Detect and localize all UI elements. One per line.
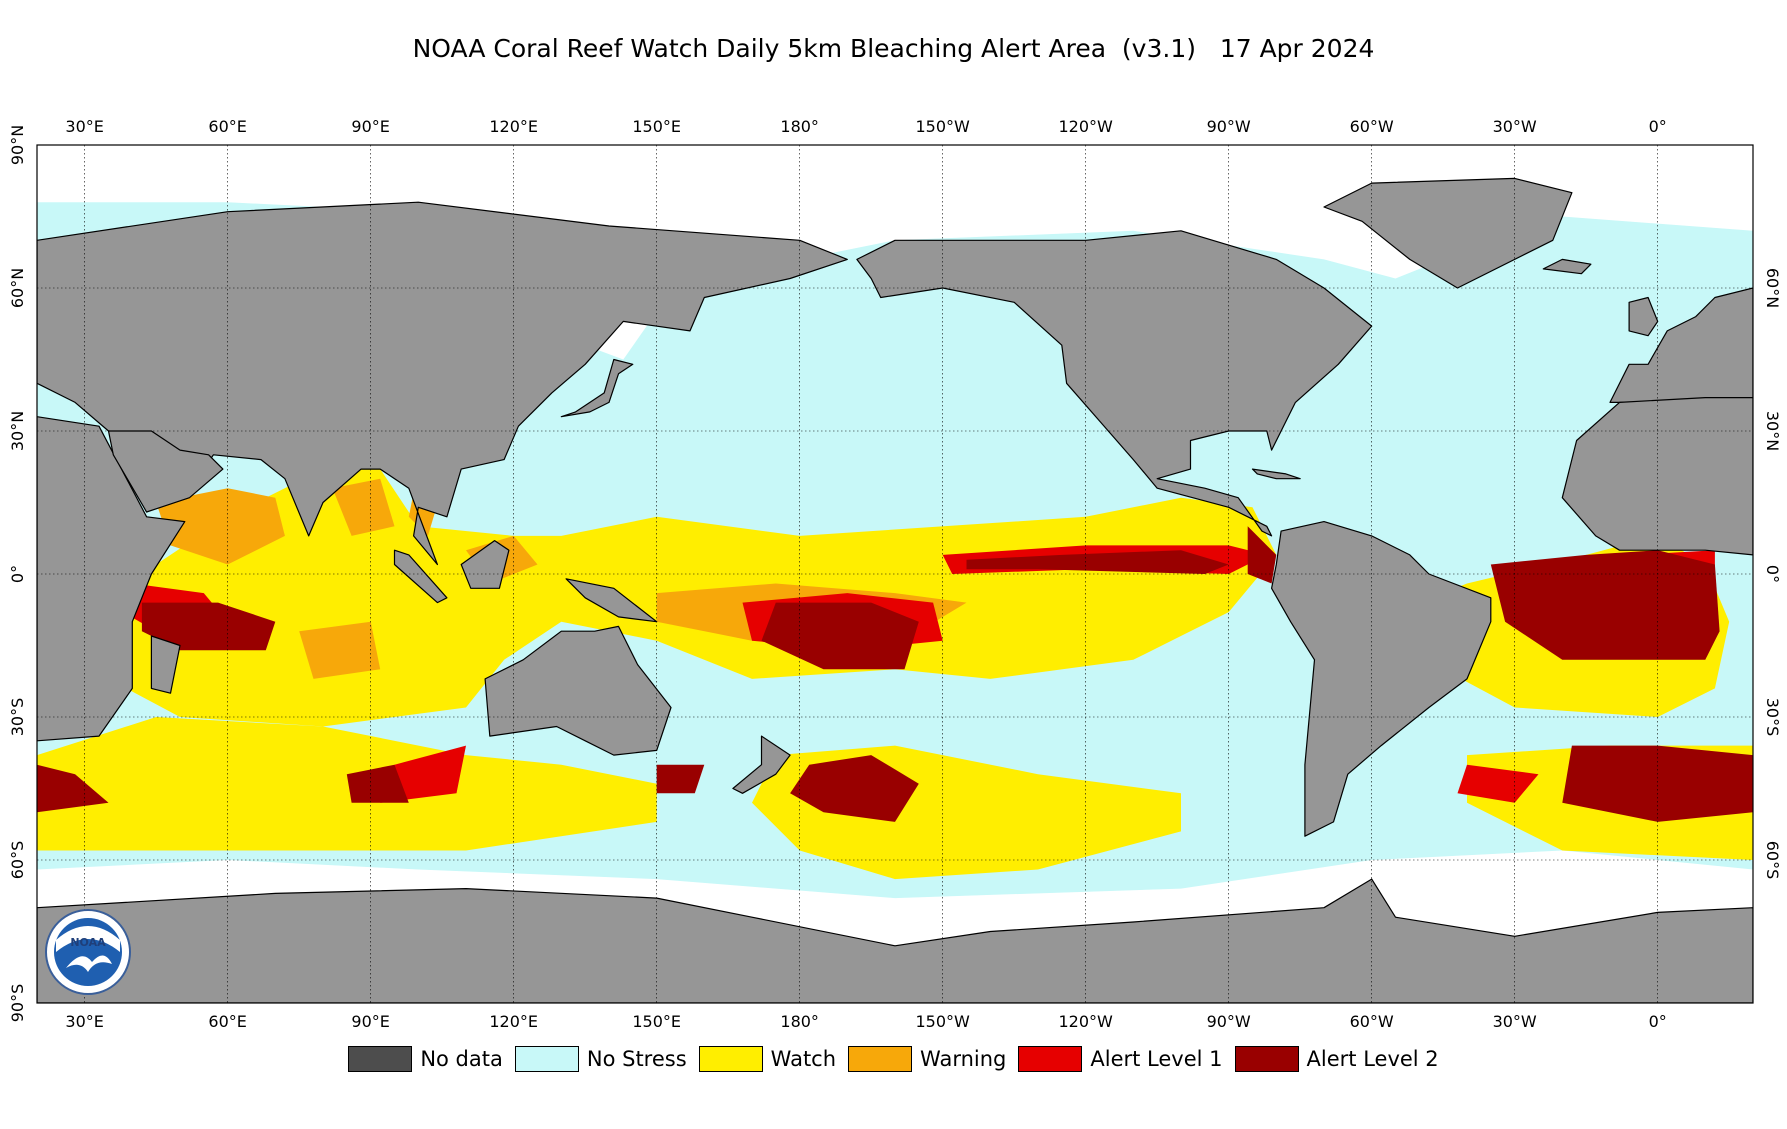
stress-zone-alert2 xyxy=(141,602,276,651)
bottom-lon-label: 90°W xyxy=(1207,1012,1251,1031)
bottom-lon-label: 150°W xyxy=(915,1012,970,1031)
noaa-logo: NOAA xyxy=(45,909,131,995)
left-lat-label: 60°N xyxy=(8,268,27,308)
legend-label: Alert Level 2 xyxy=(1306,1047,1439,1071)
bottom-lon-label: 30°W xyxy=(1493,1012,1537,1031)
arctic-sea-ice xyxy=(37,145,1753,360)
legend-item: Warning xyxy=(848,1046,1006,1072)
legend-item: No data xyxy=(348,1046,503,1072)
stress-zone-watch xyxy=(37,717,657,851)
antarctica-landmass xyxy=(37,878,1753,1003)
right-lat-label: 30°S xyxy=(1763,698,1782,737)
legend-swatch xyxy=(1234,1046,1299,1072)
legend-label: No data xyxy=(420,1047,503,1071)
australia-landmass xyxy=(484,625,672,756)
top-lon-label: 0° xyxy=(1649,117,1667,136)
south-america-landmass xyxy=(1270,520,1492,837)
left-lat-label: 90°N xyxy=(8,125,27,165)
bottom-lon-label: 60°E xyxy=(208,1012,246,1031)
arabia-landmass xyxy=(107,430,224,513)
stress-zone-alert2 xyxy=(790,755,919,822)
stress-zone-alert2 xyxy=(656,764,705,794)
stress-zone-alert2 xyxy=(966,550,1229,574)
legend-label: No Stress xyxy=(586,1047,687,1071)
legend-swatch xyxy=(698,1046,763,1072)
stress-zone-alert2 xyxy=(761,602,919,670)
right-lat-label: 0° xyxy=(1763,565,1782,583)
new-zealand-landmass xyxy=(732,735,791,794)
right-lat-label: 60°N xyxy=(1763,268,1782,308)
graticule xyxy=(37,145,1753,1003)
west-africa-landmass xyxy=(1561,397,1753,556)
top-lon-label: 90°E xyxy=(351,117,389,136)
britain-landmass xyxy=(1628,296,1659,337)
legend-swatch xyxy=(848,1046,913,1072)
bottom-lon-label: 90°E xyxy=(351,1012,389,1031)
map-title: NOAA Coral Reef Watch Daily 5km Bleachin… xyxy=(412,34,1375,63)
left-lat-label: 30°S xyxy=(8,698,27,737)
axis-labels: 30°E 30°E 60°E 60°E 90°E 90°E 120°E 120°E 150°E 1… xyxy=(8,117,1782,1031)
left-lat-label: 90°S xyxy=(8,984,27,1023)
north-america-landmass xyxy=(856,230,1373,537)
madagascar-landmass xyxy=(150,635,181,694)
left-lat-label: 0° xyxy=(8,565,27,583)
stress-zone-alert2 xyxy=(1490,550,1720,660)
iceland-landmass xyxy=(1542,258,1592,275)
bottom-lon-label: 120°E xyxy=(489,1012,538,1031)
stress-zone-alert2 xyxy=(1247,526,1277,584)
stress-zone-warning xyxy=(299,621,381,679)
bottom-lon-label: 150°E xyxy=(632,1012,681,1031)
bottom-lon-label: 30°E xyxy=(65,1012,103,1031)
bottom-lon-label: 180° xyxy=(780,1012,819,1031)
legend-item: Alert Level 2 xyxy=(1234,1046,1439,1072)
map-frame xyxy=(36,144,1754,1004)
stress-zone-alert2 xyxy=(1562,745,1753,822)
top-lon-label: 120°W xyxy=(1058,117,1113,136)
landmasses-layer xyxy=(37,177,1753,1003)
new-guinea-landmass xyxy=(565,578,658,623)
greenland-landmass xyxy=(1323,177,1573,289)
right-lat-label: 30°N xyxy=(1763,411,1782,451)
legend-item: No Stress xyxy=(514,1046,687,1072)
bottom-lon-label: 120°W xyxy=(1058,1012,1113,1031)
legend-label: Warning xyxy=(920,1047,1007,1071)
stress-zone-warning xyxy=(332,478,395,536)
noaa-logo-text: NOAA xyxy=(70,936,106,949)
legend-label: Alert Level 1 xyxy=(1090,1047,1223,1071)
top-lon-label: 150°E xyxy=(632,117,681,136)
right-lat-label: 60°S xyxy=(1763,841,1782,880)
top-lon-label: 150°W xyxy=(915,117,970,136)
legend: No data No Stress Watch Warning Alert Level … xyxy=(0,1044,1787,1074)
legend-swatch xyxy=(348,1046,413,1072)
bleaching-stress-layer xyxy=(37,469,1753,880)
stress-zone-alert2 xyxy=(346,764,409,803)
sumatra-landmass xyxy=(393,549,448,604)
top-lon-label: 90°W xyxy=(1207,117,1251,136)
top-lon-label: 30°W xyxy=(1493,117,1537,136)
left-lat-label: 30°N xyxy=(8,411,27,451)
left-lat-label: 60°S xyxy=(8,841,27,880)
top-lon-label: 120°E xyxy=(489,117,538,136)
top-lon-label: 180° xyxy=(780,117,819,136)
top-lon-label: 30°E xyxy=(65,117,103,136)
legend-swatch xyxy=(514,1046,579,1072)
japan-landmass xyxy=(560,358,634,418)
bottom-lon-label: 60°W xyxy=(1350,1012,1394,1031)
stress-zone-alert2 xyxy=(37,764,109,813)
legend-label: Watch xyxy=(770,1047,837,1071)
stress-zone-watch xyxy=(203,659,300,708)
cuba-landmass xyxy=(1251,468,1301,480)
bottom-lon-label: 0° xyxy=(1649,1012,1667,1031)
legend-swatch xyxy=(1018,1046,1083,1072)
stress-zone-warning xyxy=(156,488,285,565)
stress-zone-alert1 xyxy=(1457,764,1539,803)
europe-west-landmass xyxy=(1609,287,1753,403)
top-lon-label: 60°W xyxy=(1350,117,1394,136)
top-lon-label: 60°E xyxy=(208,117,246,136)
borneo-landmass xyxy=(460,539,510,589)
legend-item: Watch xyxy=(698,1046,837,1072)
legend-item: Alert Level 1 xyxy=(1018,1046,1223,1072)
